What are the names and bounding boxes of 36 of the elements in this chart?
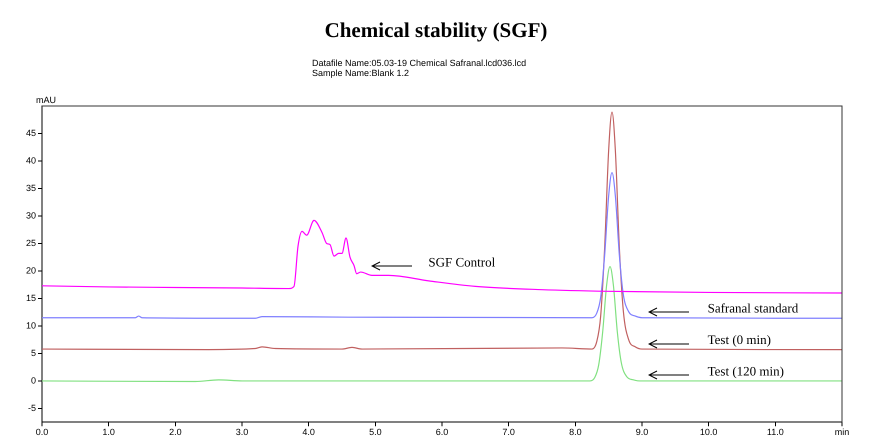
- series-label: Safranal standard: [708, 300, 799, 316]
- y-tick-label: 10: [26, 320, 36, 330]
- x-tick-label: 11.0: [766, 427, 784, 438]
- y-tick-label: 0: [30, 375, 36, 386]
- x-tick-label: 8.0: [569, 427, 582, 438]
- x-tick-label: 1.0: [102, 427, 115, 438]
- y-tick-label: 45: [26, 128, 36, 138]
- y-tick-label: 30: [26, 210, 36, 220]
- y-tick-label: 25: [26, 238, 36, 248]
- x-tick-label: 3.0: [236, 427, 248, 438]
- chart-subtitle: Datafile Name:05.03-19 Chemical Safranal.lcd036.lcd: [312, 58, 526, 68]
- x-tick-label: 5.0: [369, 427, 382, 438]
- x-tick-label: 7.0: [502, 427, 515, 438]
- y-tick-label: 35: [26, 182, 36, 193]
- x-tick-label: 9.0: [636, 427, 648, 438]
- x-tick-label: 4.0: [302, 427, 315, 438]
- y-tick-label: 20: [26, 265, 36, 276]
- y-tick-label: 40: [26, 155, 36, 166]
- y-tick-label: 5: [30, 348, 36, 358]
- text: Sample Name:Blank 1.2: [312, 68, 410, 78]
- line-series: [42, 111, 842, 350]
- y-tick-label: -5: [28, 402, 36, 413]
- y-tick-label: 15: [26, 292, 36, 303]
- line-series: [42, 220, 842, 294]
- y-axis-title: mAU: [36, 94, 56, 105]
- x-tick-label: 10.0: [700, 427, 718, 438]
- x-tick-label: min: [834, 427, 850, 438]
- x-tick-label: 2.0: [169, 427, 182, 438]
- series-label: Test (120 min): [708, 363, 784, 378]
- chart-title: Chemical stability (SGF): [324, 18, 548, 43]
- line-series: [42, 266, 842, 382]
- series-label: SGF Control: [428, 254, 496, 270]
- line-series: [42, 172, 842, 319]
- x-tick-label: 0.0: [36, 427, 48, 438]
- series-label: Test (0 min): [708, 332, 771, 348]
- x-tick-label: 6.0: [436, 427, 448, 438]
